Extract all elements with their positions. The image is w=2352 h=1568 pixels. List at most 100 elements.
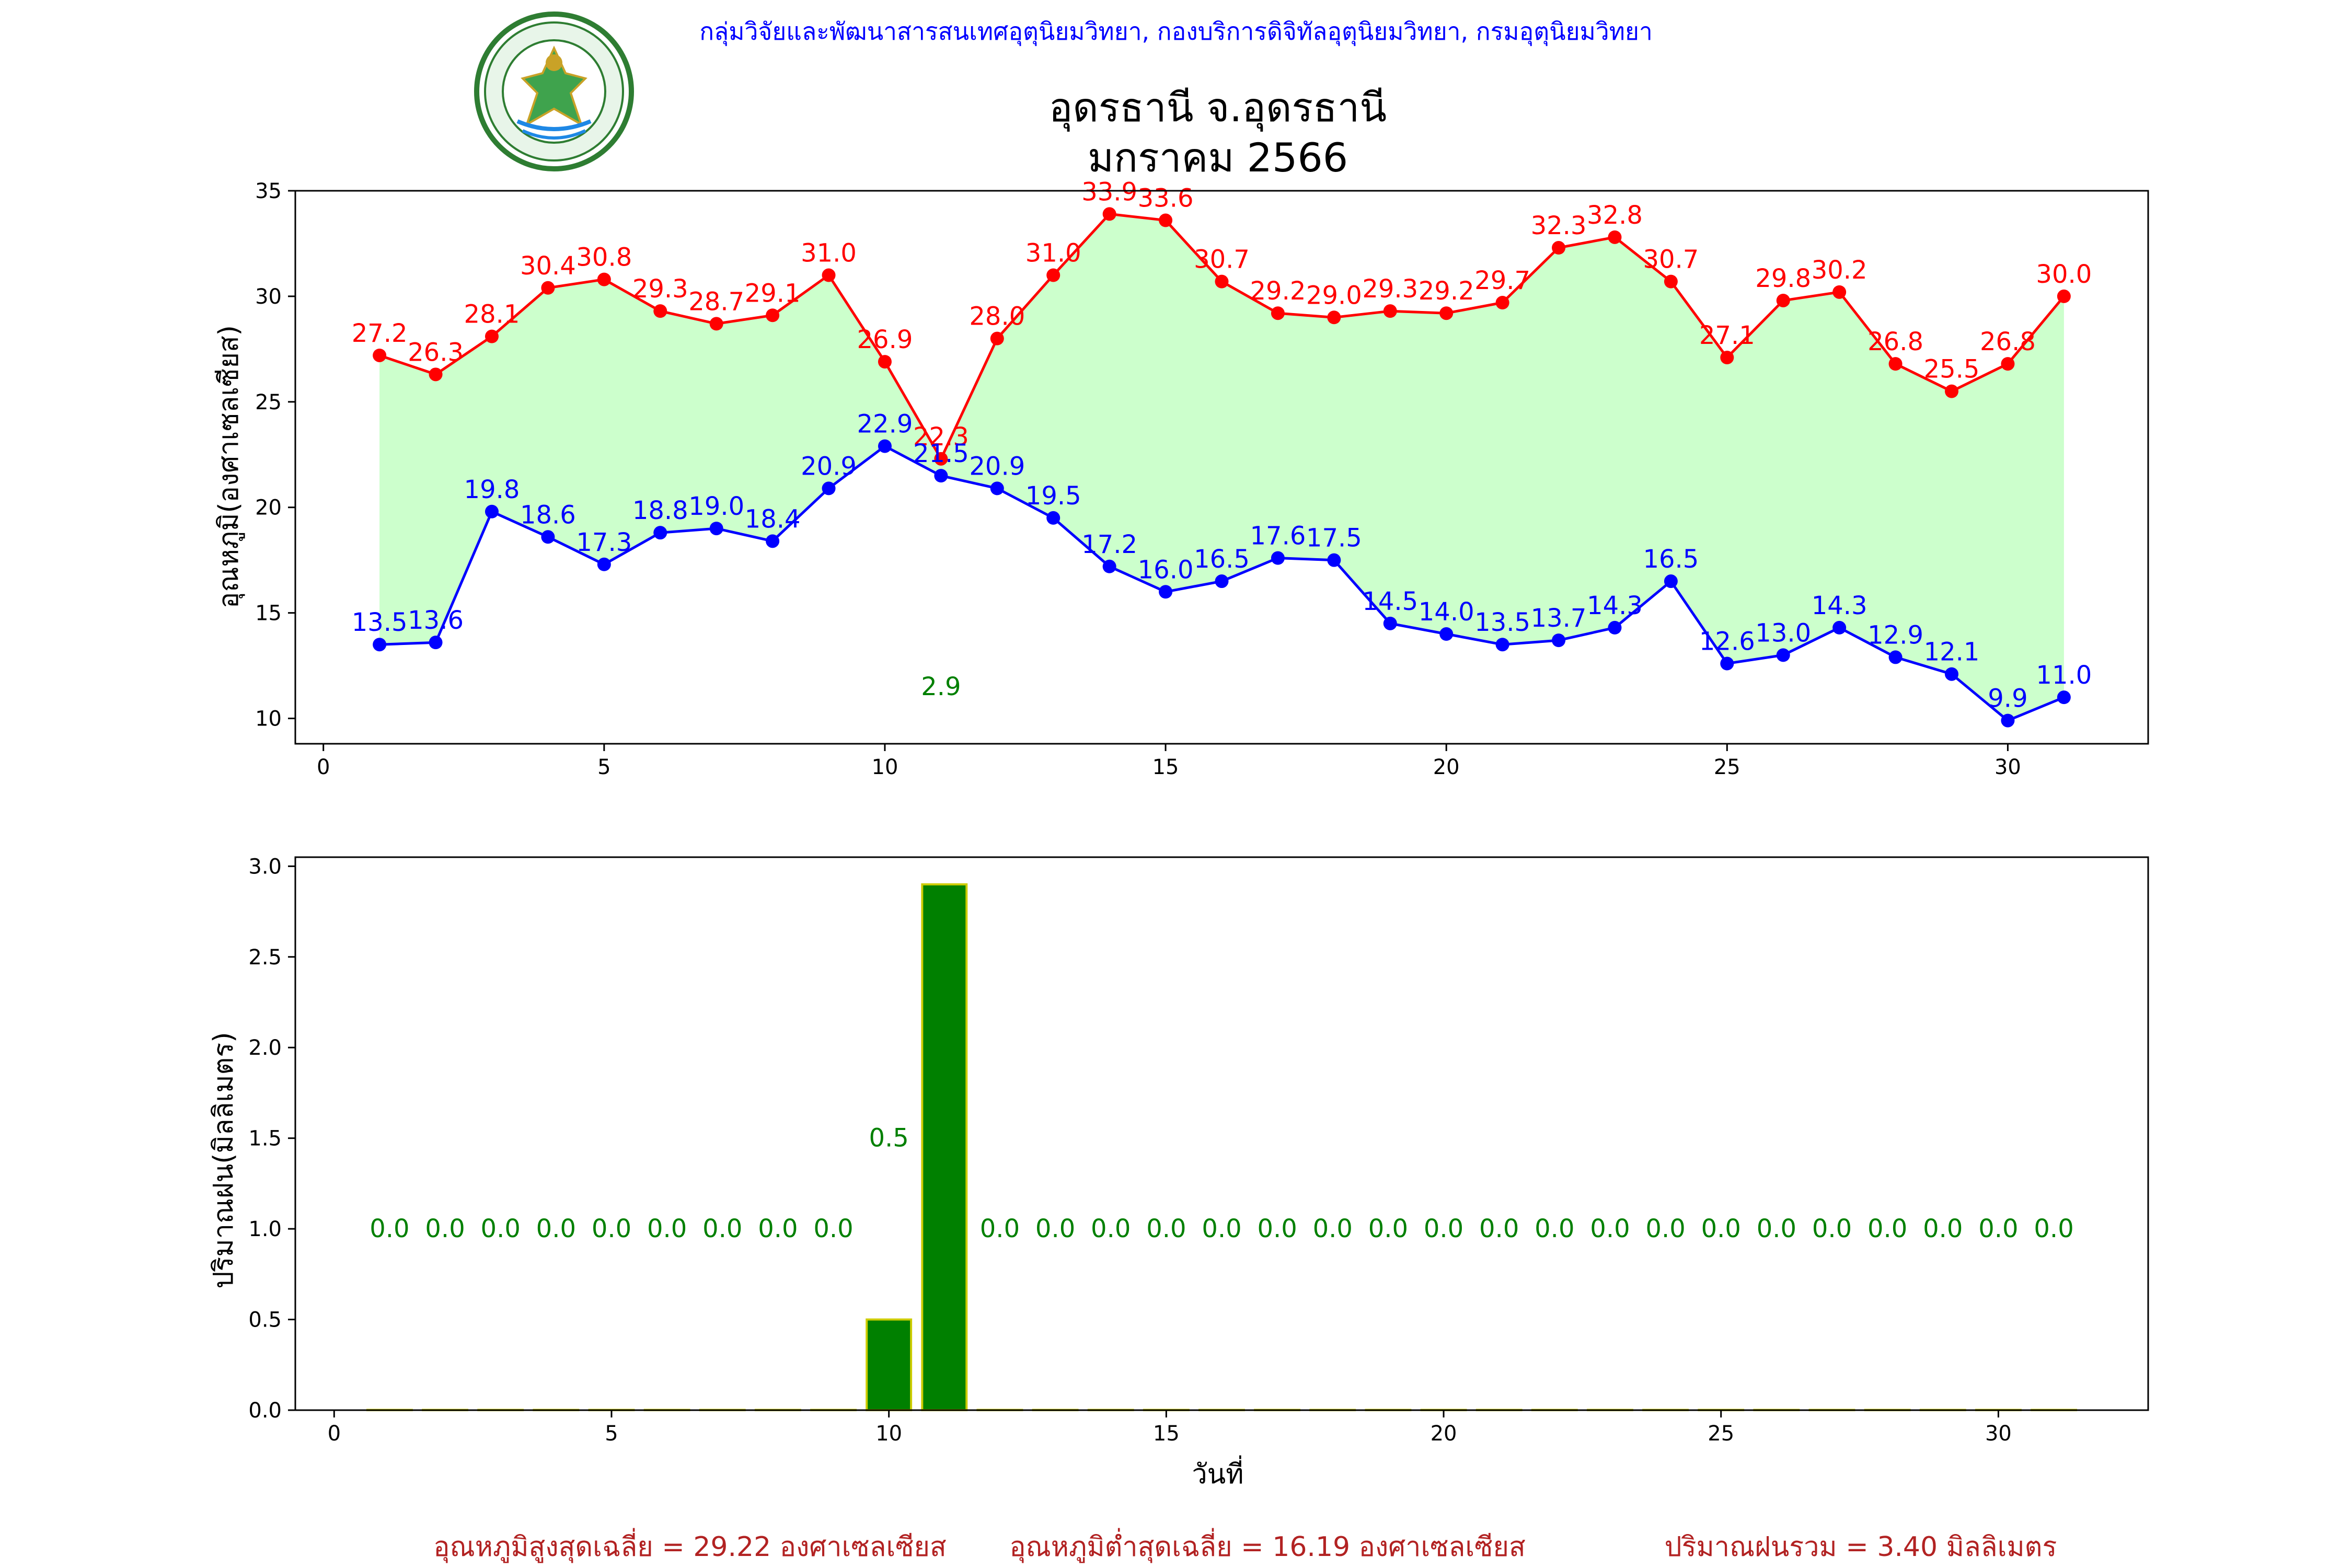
- temperature-label-max: 29.2: [1250, 276, 1306, 306]
- temperature-point-max: [990, 331, 1004, 345]
- temperature-label-max: 30.7: [1194, 245, 1250, 274]
- x-tick-label: 15: [1152, 755, 1179, 779]
- temperature-label-min: 17.3: [576, 528, 632, 557]
- x-tick-label: 0: [317, 755, 330, 779]
- temperature-point-max: [1832, 285, 1847, 299]
- temperature-point-min: [373, 638, 387, 652]
- temperature-label-max: 26.9: [857, 325, 913, 354]
- rainfall-label: 0.0: [370, 1214, 409, 1243]
- x-tick-label: 30: [1985, 1422, 2012, 1446]
- temperature-point-min: [1495, 638, 1509, 652]
- temperature-point-min: [541, 530, 555, 544]
- temperature-point-max: [1552, 241, 1566, 255]
- rainfall-label: 0.0: [1202, 1214, 1241, 1243]
- temperature-label-min: 20.9: [969, 452, 1025, 481]
- temperature-point-min: [822, 481, 836, 495]
- y-tick-label: 25: [255, 390, 282, 414]
- temperature-point-max: [1608, 230, 1622, 244]
- temperature-label-min: 19.8: [464, 475, 520, 504]
- temperature-label-max: 29.8: [1755, 264, 1811, 293]
- temperature-point-min: [1102, 559, 1116, 573]
- temperature-label-min: 19.5: [1025, 481, 1081, 511]
- x-tick-label: 0: [328, 1422, 341, 1446]
- temperature-label-max: 28.1: [464, 300, 520, 329]
- x-tick-label: 25: [1714, 755, 1740, 779]
- temperature-label-max: 29.2: [1419, 276, 1474, 306]
- rainfall-y-axis-label: ปริมาณฝน(มิลลิเมตร): [208, 1032, 239, 1288]
- y-tick-label: 15: [255, 602, 282, 626]
- y-tick-label: 3.0: [248, 855, 282, 879]
- temperature-point-min: [1439, 627, 1454, 641]
- rainfall-label: 0.0: [2034, 1214, 2073, 1243]
- temperature-label-min: 12.1: [1924, 638, 1980, 667]
- rainfall-bar: [921, 883, 968, 1412]
- rainfall-label: 0.0: [1923, 1214, 1963, 1243]
- rainfall-label: 0.0: [1368, 1214, 1408, 1243]
- temperature-point-max: [1102, 207, 1116, 221]
- temperature-label-min: 17.5: [1306, 524, 1362, 553]
- temperature-label-max: 29.3: [632, 274, 688, 304]
- temperature-label-min: 13.6: [408, 606, 464, 635]
- temperature-point-max: [878, 355, 892, 369]
- temperature-label-max: 31.0: [1025, 239, 1081, 268]
- x-tick-label: 10: [875, 1422, 902, 1446]
- y-tick-label: 10: [255, 707, 282, 731]
- rainfall-label: 0.0: [1867, 1214, 1907, 1243]
- temperature-label-min: 13.0: [1755, 618, 1811, 648]
- temperature-label-max: 22.3: [913, 422, 969, 452]
- temperature-label-max: 31.0: [801, 239, 857, 268]
- temperature-point-min: [1945, 667, 1959, 681]
- temperature-label-max: 33.9: [1081, 177, 1137, 206]
- temperature-point-min: [1776, 648, 1790, 662]
- temperature-point-min: [429, 636, 443, 650]
- temperature-point-min: [934, 469, 948, 483]
- temperature-label-min: 13.5: [1474, 608, 1530, 637]
- temperature-point-max: [1215, 274, 1229, 289]
- temperature-point-max: [1664, 274, 1678, 289]
- rainfall-label: 0.0: [813, 1214, 853, 1243]
- rainfall-label: 0.0: [1978, 1214, 2018, 1243]
- temperature-point-min: [1271, 551, 1285, 565]
- temperature-point-min: [1552, 633, 1566, 648]
- temperature-point-max: [709, 317, 723, 331]
- temperature-point-max: [2001, 357, 2015, 371]
- y-tick-label: 30: [255, 285, 282, 309]
- temperature-point-max: [1439, 306, 1454, 320]
- temperature-point-max: [653, 304, 667, 318]
- temperature-label-min: 17.6: [1250, 522, 1306, 551]
- rainfall-label: 0.0: [1257, 1214, 1297, 1243]
- temperature-label-min: 19.0: [688, 492, 744, 521]
- temperature-point-max: [1945, 384, 1959, 398]
- temperature-point-max: [1495, 296, 1509, 310]
- rainfall-label: 0.0: [1590, 1214, 1630, 1243]
- rainfall-label: 0.0: [1424, 1214, 1463, 1243]
- rainfall-plot-frame: [294, 856, 2149, 1411]
- temperature-label-max: 26.8: [1980, 327, 2036, 356]
- temperature-label-min: 14.3: [1587, 591, 1643, 620]
- rainfall-label: 0.0: [1812, 1214, 1852, 1243]
- temperature-point-min: [1832, 620, 1847, 635]
- temperature-point-min: [1888, 650, 1903, 664]
- rainfall-label: 0.0: [1035, 1214, 1075, 1243]
- temperature-label-max: 29.7: [1474, 266, 1530, 295]
- temperature-label-max: 29.0: [1306, 281, 1362, 310]
- rainfall-label: 0.0: [1645, 1214, 1685, 1243]
- chart-title-line-1: อุดรธานี จ.อุดรธานี: [1049, 84, 1387, 132]
- temperature-point-min: [1327, 553, 1341, 567]
- rainfall-label: 0.0: [1091, 1214, 1131, 1243]
- temperature-label-min: 17.2: [1081, 530, 1137, 559]
- temperature-point-min: [1383, 616, 1397, 630]
- y-tick-label: 20: [255, 496, 282, 520]
- y-tick-label: 2.0: [248, 1036, 282, 1060]
- average-min-temperature: อุณหภูมิต่ำสุดเฉลี่ย = 16.19 องศาเซลเซีย…: [1009, 1528, 1525, 1563]
- temperature-x-axis: 0 5 10 15 20 25 30: [317, 744, 2021, 779]
- temperature-label-max: 27.1: [1699, 321, 1755, 350]
- temperature-point-min: [1608, 620, 1622, 635]
- rainfall-label: 0.0: [1701, 1214, 1741, 1243]
- total-rainfall: ปริมาณฝนรวม = 3.40 มิลลิเมตร: [1665, 1531, 2057, 1563]
- x-tick-label: 20: [1433, 755, 1460, 779]
- temperature-label-max: 33.6: [1138, 184, 1194, 213]
- temperature-label-min: 22.9: [857, 410, 913, 439]
- temperature-point-min: [1720, 656, 1734, 671]
- temperature-point-max: [766, 308, 780, 322]
